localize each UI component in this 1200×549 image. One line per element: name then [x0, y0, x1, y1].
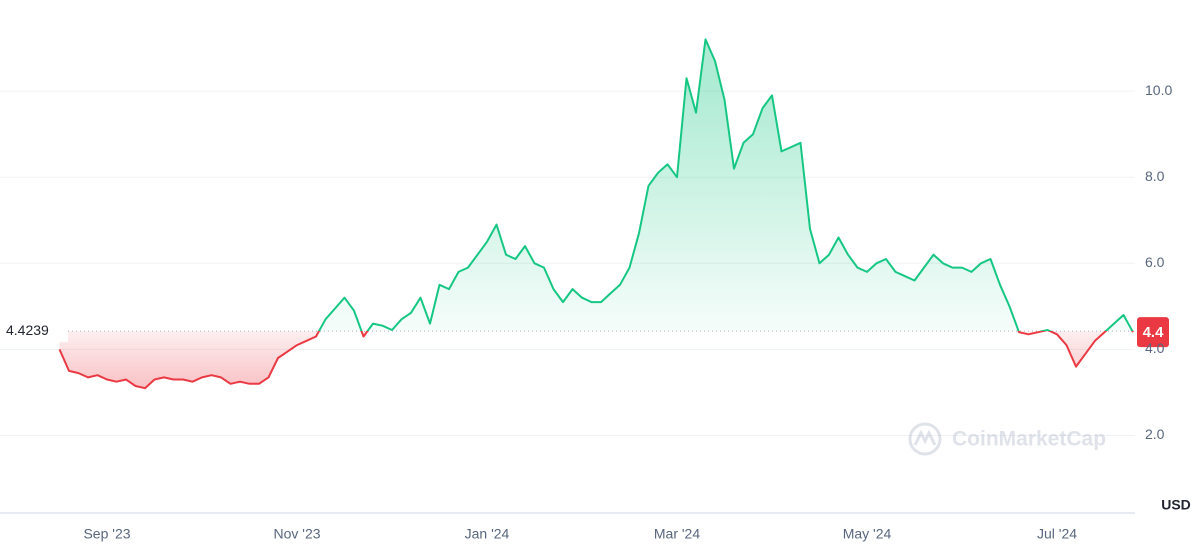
y-tick-label: 4.0	[1145, 340, 1165, 356]
x-tick-label: Sep '23	[83, 526, 130, 542]
watermark: CoinMarketCap	[908, 422, 1106, 456]
y-tick-label: 2.0	[1145, 426, 1165, 442]
baseline-label-bg	[0, 320, 68, 343]
area	[59, 39, 1133, 389]
y-tick-label: 6.0	[1145, 254, 1165, 270]
grid	[0, 90, 1135, 437]
watermark-logo	[908, 422, 942, 456]
x-tick-label: May '24	[843, 526, 892, 542]
y-tick-label: 8.0	[1145, 168, 1165, 184]
plot: 4.4239 4.4	[0, 38, 1169, 390]
y-tick-label: 10.0	[1145, 82, 1172, 98]
x-tick-label: Jan '24	[465, 526, 510, 542]
y-unit: USD	[1161, 497, 1191, 513]
price-line	[58, 38, 1134, 390]
last-price-bg	[1137, 317, 1169, 348]
watermark-logo	[913, 429, 937, 446]
x-tick-label: Nov '23	[273, 526, 320, 542]
x-tick-label: Mar '24	[654, 526, 700, 542]
x-tick-label: Jul '24	[1037, 526, 1077, 542]
last-price-label: 4.4	[1143, 324, 1165, 341]
baseline-label: 4.4239	[6, 322, 49, 338]
watermark-text: CoinMarketCap	[952, 428, 1106, 451]
